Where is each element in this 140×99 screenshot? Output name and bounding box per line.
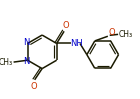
Text: CH₃: CH₃ — [0, 58, 13, 67]
Text: NH: NH — [70, 39, 83, 48]
Text: O: O — [108, 28, 115, 37]
Text: O: O — [30, 82, 37, 91]
Text: O: O — [63, 21, 69, 30]
Text: N: N — [24, 57, 30, 66]
Text: CH₃: CH₃ — [118, 30, 133, 39]
Text: N: N — [24, 38, 30, 47]
